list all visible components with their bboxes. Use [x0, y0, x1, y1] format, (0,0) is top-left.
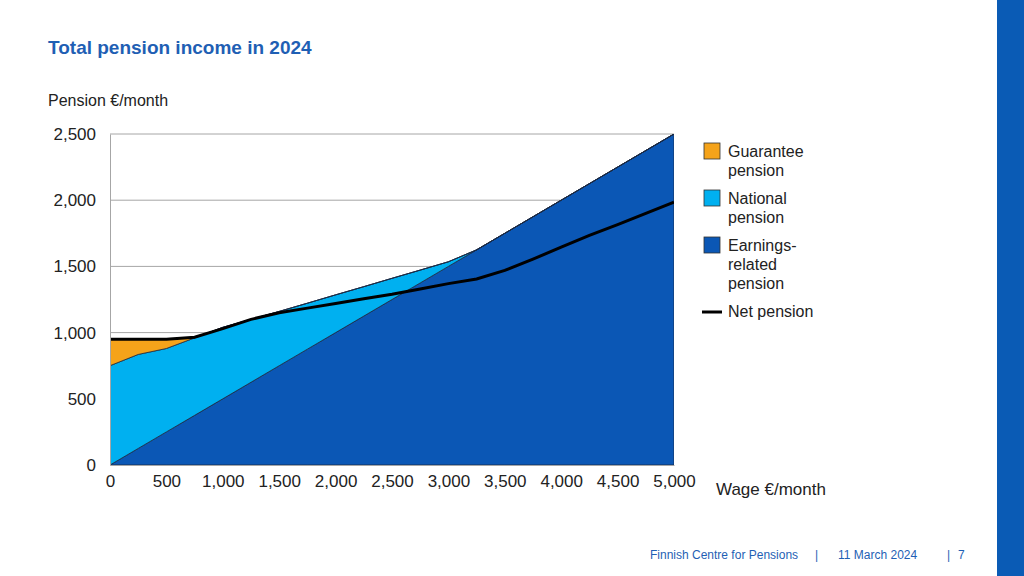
area [110, 134, 674, 465]
legend-label-line: pension [728, 275, 784, 292]
chart: Total pension income in 2024 Pension €/mo… [0, 0, 1024, 576]
legend-label-line: pension [728, 162, 784, 179]
tick: 2,000 [315, 465, 358, 491]
footer-page: 7 [958, 548, 965, 562]
footer-date: 11 March 2024 [838, 548, 917, 562]
tick: 3,500 [484, 465, 527, 491]
legend-symbol [704, 143, 720, 159]
area [110, 134, 674, 366]
tick: 3,000 [428, 465, 471, 491]
footer-separator: | [947, 548, 950, 562]
tick: 2,500 [53, 125, 110, 144]
tick-label: 1,000 [53, 324, 96, 343]
legend-label-line: related [728, 256, 777, 273]
tick-label: 5,000 [653, 472, 696, 491]
legend-label-line: Earnings- [728, 237, 796, 254]
tick-label: 3,000 [428, 472, 471, 491]
footer: Finnish Centre for Pensions | 11 March 202… [650, 548, 965, 562]
legend-label: Net pension [728, 303, 813, 320]
line [110, 202, 674, 339]
plot-area [110, 134, 674, 465]
tick-label: 500 [68, 390, 96, 409]
grid-line [110, 134, 674, 135]
legend-label-line: Net pension [728, 303, 813, 320]
tick-label: 0 [106, 472, 115, 491]
legend-label: Guarantee pension [728, 143, 804, 179]
legend-symbol [702, 311, 722, 314]
legend-label-line: pension [728, 209, 784, 226]
tick-label: 0 [87, 456, 96, 475]
tick-label: 3,500 [484, 472, 527, 491]
tick-label: 500 [153, 472, 181, 491]
y-axis-title: Pension €/month [48, 92, 168, 109]
tick: 5,000 [653, 465, 696, 491]
side-bar [997, 0, 1024, 576]
grid [110, 134, 674, 465]
tick: 500 [153, 465, 181, 491]
tick-label: 2,500 [53, 125, 96, 144]
legend-label-line: National [728, 190, 787, 207]
legend-label-line: Guarantee [728, 143, 804, 160]
axis-line [111, 465, 675, 466]
tick-label: 2,500 [371, 472, 414, 491]
tick-label: 1,500 [53, 257, 96, 276]
tick: 0 [106, 465, 115, 491]
tick-label: 2,000 [315, 472, 358, 491]
x-axis-title: Wage €/month [716, 480, 826, 499]
tick-label: 1,500 [258, 472, 301, 491]
legend-symbol [704, 190, 720, 206]
footer-organization: Finnish Centre for Pensions [650, 548, 798, 562]
tick-label: 1,000 [202, 472, 245, 491]
y-axis: 0 500 1,000 1,500 2,000 2,500 [53, 125, 110, 475]
footer-separator: | [815, 548, 818, 562]
tick-label: 4,500 [597, 472, 640, 491]
area [110, 134, 674, 465]
title: Total pension income in 2024 [48, 37, 312, 58]
tick: 4,500 [597, 465, 640, 491]
x-axis: 0 500 1,000 1,500 2,000 2,500 3,000 3,500 4,000 4… [106, 465, 696, 491]
tick: 4,000 [540, 465, 583, 491]
tick: 1,500 [53, 257, 110, 276]
tick-label: 4,000 [540, 472, 583, 491]
legend-label: Earnings-related pension [728, 237, 796, 292]
axis-line [110, 135, 111, 466]
tick: 2,500 [371, 465, 414, 491]
tick: 2,000 [53, 191, 110, 210]
tick: 1,000 [53, 324, 110, 343]
legend-label: National pension [728, 190, 787, 226]
tick: 500 [68, 390, 110, 409]
tick: 1,000 [202, 465, 245, 491]
tick-label: 2,000 [53, 191, 96, 210]
legend-symbol [704, 237, 720, 253]
tick: 1,500 [258, 465, 301, 491]
legend: GuaranteepensionNationalpensionEarnings-… [702, 143, 813, 320]
